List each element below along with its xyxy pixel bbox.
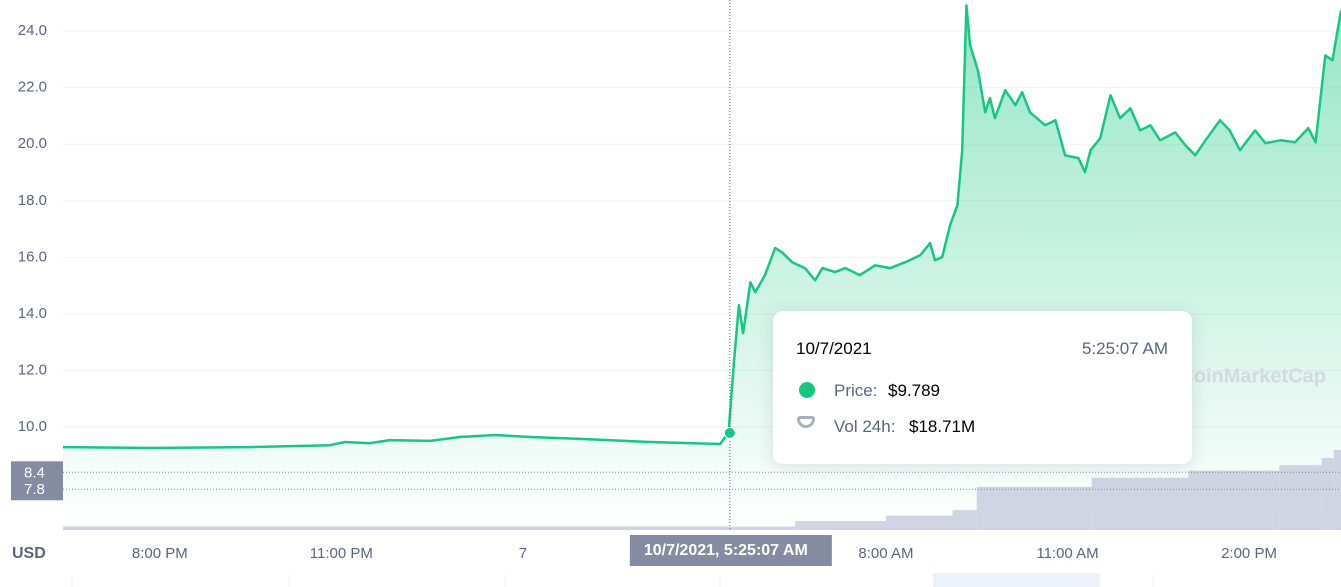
volume-bar — [63, 526, 729, 530]
price-marker-label: 8.4 — [24, 464, 45, 481]
volume-bar — [795, 521, 886, 530]
volume-label: Vol 24h: — [834, 417, 896, 436]
y-tick-label: 16.0 — [18, 248, 47, 265]
watermark: CoinMarketCap — [1179, 365, 1326, 387]
overlay: 8.47.8 10/7/2021, 5:25:07 AM — [11, 0, 1341, 566]
grid: 10.0 12.0 14.0 16.0 18.0 20.0 22.0 24.0 8:00 PM 1… — [18, 22, 1341, 562]
price-label: Price: — [834, 381, 878, 400]
price-line — [62, 4, 1341, 450]
tooltip-date: 10/7/2021 — [796, 339, 872, 358]
tooltip-time: 5:25:07 AM — [1081, 339, 1168, 358]
price-marker-box — [11, 461, 63, 484]
y-tick-label: 14.0 — [18, 305, 47, 322]
x-tick-label: 8:00 AM — [858, 545, 913, 562]
y-tick-label: 20.0 — [18, 135, 47, 152]
tooltip: 10/7/2021 5:25:07 AM Price: $9.789 Vol 2… — [773, 311, 1192, 464]
y-tick-label: 12.0 — [18, 361, 47, 378]
x-tick-label: 2:00 PM — [1221, 545, 1277, 562]
volume-icon — [797, 416, 815, 428]
volume-bar — [976, 486, 1092, 530]
x-tick-label: 8:00 PM — [132, 545, 188, 562]
volume-value: $18.71M — [909, 417, 976, 436]
y-tick-label: 22.0 — [18, 79, 47, 96]
volume-bar — [885, 515, 953, 530]
y-tick-label: 24.0 — [18, 22, 47, 39]
crosshair-label-box — [629, 535, 832, 566]
volume-bar — [1091, 477, 1189, 530]
volume-bar — [1188, 470, 1280, 530]
x-tick-label: 7 — [519, 545, 527, 562]
range-window[interactable] — [933, 573, 1100, 587]
volume-bar — [728, 526, 796, 530]
currency-label: USD — [12, 545, 46, 562]
y-tick-label: 18.0 — [18, 192, 47, 209]
range-separators — [71, 575, 1154, 587]
crosshair-label: 10/7/2021, 5:25:07 AM — [644, 542, 808, 559]
price-marker-label: 7.8 — [24, 481, 45, 498]
price-dot — [799, 382, 815, 398]
volume-bar — [1321, 458, 1334, 530]
volume-bar — [1333, 449, 1341, 530]
x-tick-label: 11:00 PM — [310, 545, 373, 562]
x-tick-label: 11:00 AM — [1036, 545, 1098, 562]
y-tick-label: 10.0 — [18, 418, 47, 435]
price-marker-box — [11, 478, 63, 501]
price-value: $9.789 — [888, 381, 940, 400]
volume-bar — [952, 510, 977, 530]
hover-point — [723, 427, 736, 440]
volume-bar — [1279, 465, 1322, 530]
